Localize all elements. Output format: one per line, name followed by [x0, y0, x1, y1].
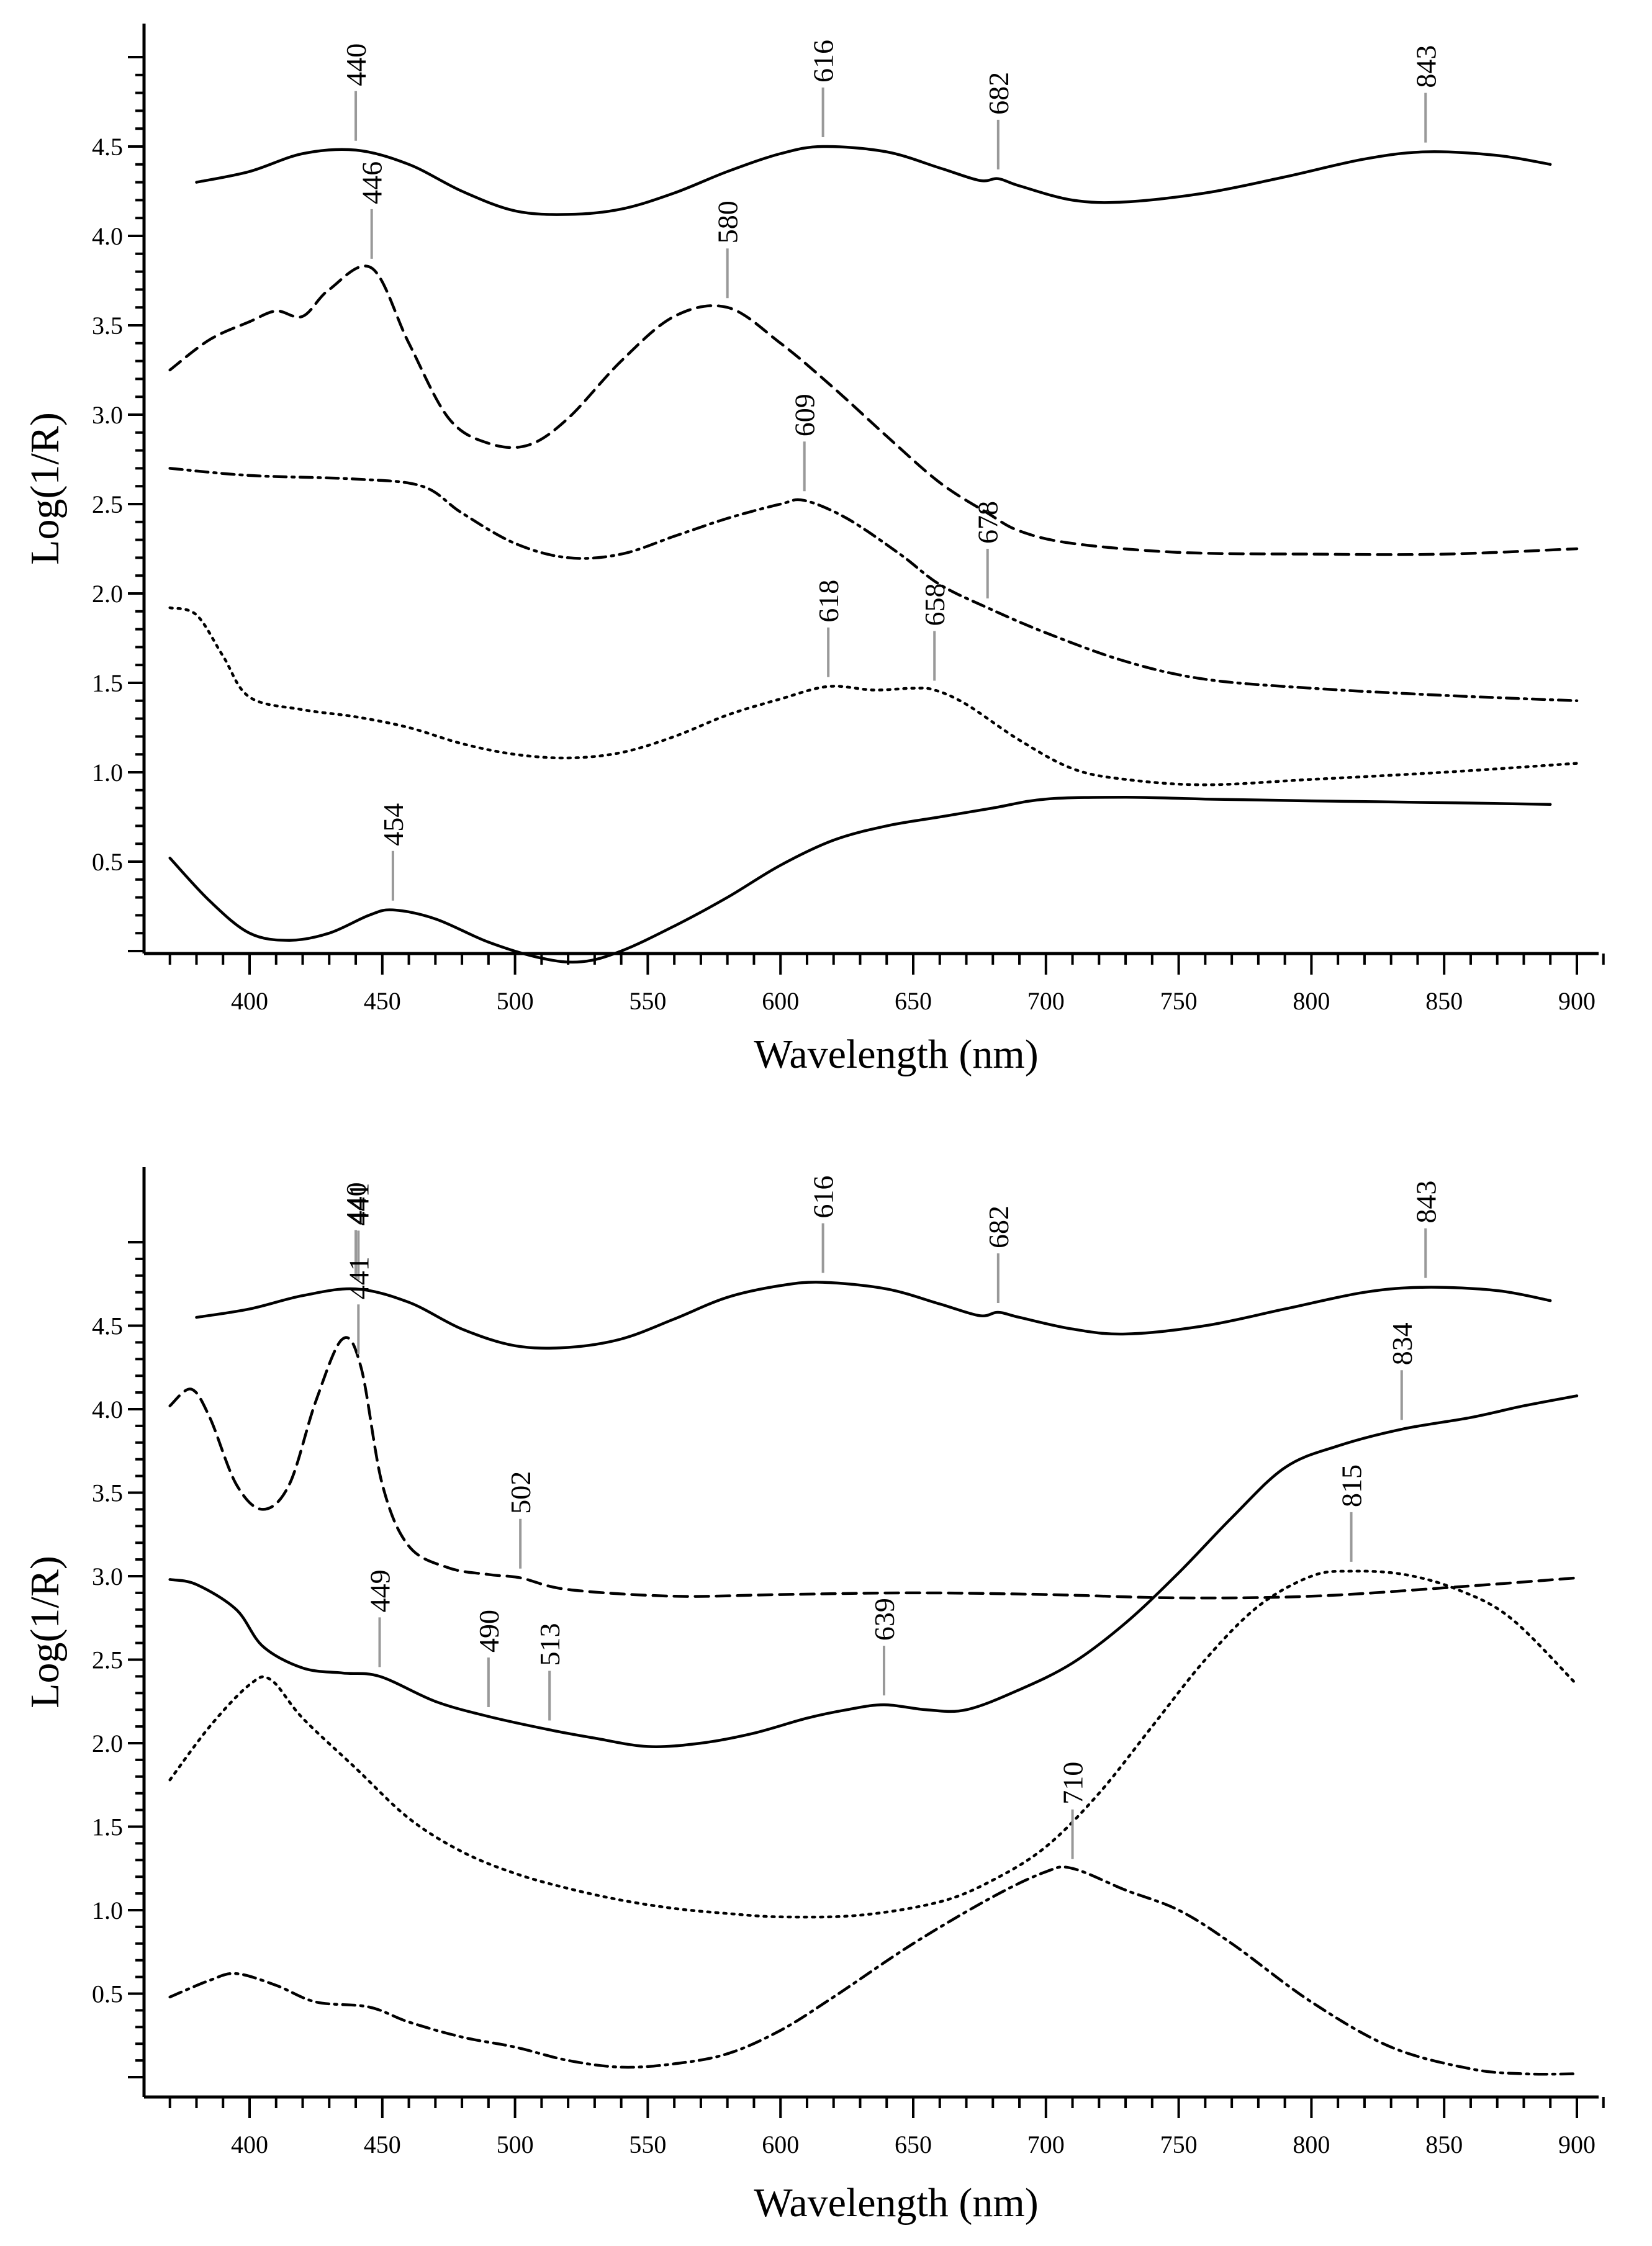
bottom-x-axis-title: Wavelength (nm) — [754, 2180, 1038, 2226]
chart-top: 400 450 500 550 600 650 700 750 800 850 900 0.5 1.0 1… — [22, 24, 1605, 1077]
bottom-peak-label: 490 — [473, 1610, 505, 1653]
bottom-peak-label: 441 — [343, 1183, 374, 1225]
bottom-x-tick-label: 900 — [1558, 2131, 1596, 2158]
bottom-x-tick-label: 600 — [762, 2131, 799, 2158]
bottom-y-tick-label: 3.5 — [92, 1479, 123, 1507]
top-y-axis-title: Log(1/R) — [22, 412, 68, 565]
top-series-3-line — [168, 467, 1579, 703]
top-x-tick-label: 750 — [1160, 987, 1198, 1015]
bottom-y-tick-label: 0.5 — [92, 1980, 123, 2008]
top-peak-label: 682 — [983, 72, 1014, 115]
bottom-series-2-line — [168, 1336, 1579, 1600]
bottom-series-3-line — [168, 1394, 1579, 1748]
bottom-series-1-line — [195, 1281, 1552, 1350]
bottom-y-tick-label: 4.0 — [92, 1396, 123, 1423]
top-x-tick-label: 400 — [231, 987, 268, 1015]
bottom-peak-label: 440 — [340, 1182, 372, 1225]
bottom-peak-label: 513 — [534, 1623, 566, 1666]
bottom-x-tick-label: 700 — [1027, 2131, 1065, 2158]
top-peak-label: 454 — [377, 803, 409, 846]
top-x-tick-label: 650 — [895, 987, 932, 1015]
bottom-x-tick-label: 750 — [1160, 2131, 1198, 2158]
bottom-y-tick-label: 4.5 — [92, 1312, 123, 1340]
bottom-y-tick-label: 1.0 — [92, 1896, 123, 1924]
bottom-x-tick-label: 500 — [497, 2131, 534, 2158]
top-y-tick-label: 1.0 — [92, 759, 123, 787]
top-x-axis-title: Wavelength (nm) — [754, 1032, 1038, 1077]
bottom-peak-label: 502 — [505, 1471, 536, 1514]
bottom-series-4-line — [168, 1569, 1579, 1919]
top-x-tick-label: 900 — [1558, 987, 1596, 1015]
bottom-series-5-line — [168, 1865, 1579, 2076]
bottom-y-tick-label: 1.5 — [92, 1813, 123, 1841]
bottom-peak-label: 441 — [343, 1256, 374, 1299]
bottom-peak-label: 639 — [869, 1598, 900, 1641]
top-peak-label: 843 — [1410, 45, 1442, 88]
top-y-tick-label: 4.5 — [92, 133, 123, 161]
top-y-tick-label: 4.0 — [92, 222, 123, 250]
top-series-1-line — [195, 145, 1552, 216]
top-peak-label: 609 — [789, 394, 821, 436]
top-peak-label: 678 — [972, 501, 1004, 544]
top-plot-content: 400 450 500 550 600 650 700 750 800 850 900 0.5 1.0 1… — [92, 24, 1605, 1015]
bottom-peak-label: 449 — [364, 1569, 396, 1612]
bottom-peak-label: 616 — [808, 1176, 839, 1219]
chart-bottom: 400 450 500 550 600 650 700 750 800 850 900 0.5 1.0 1… — [22, 1167, 1605, 2226]
bottom-peak-label: 834 — [1386, 1322, 1418, 1365]
top-x-tick-label: 450 — [364, 987, 401, 1015]
top-y-tick-label: 2.5 — [92, 490, 123, 518]
bottom-y-axis-title: Log(1/R) — [22, 1556, 68, 1708]
top-peak-label: 618 — [813, 580, 844, 623]
bottom-x-tick-label: 850 — [1425, 2131, 1463, 2158]
bottom-x-tick-label: 650 — [895, 2131, 932, 2158]
top-x-tick-label: 700 — [1027, 987, 1065, 1015]
top-peak-label: 440 — [340, 43, 372, 86]
top-peak-label: 580 — [712, 201, 744, 243]
bottom-peak-label: 682 — [983, 1206, 1014, 1248]
bottom-plot-content: 400 450 500 550 600 650 700 750 800 850 900 0.5 1.0 1… — [92, 1167, 1605, 2158]
top-y-tick-label: 1.5 — [92, 669, 123, 697]
bottom-peak-label: 710 — [1057, 1762, 1089, 1805]
top-x-tick-label: 500 — [497, 987, 534, 1015]
top-series-2-line — [168, 264, 1579, 556]
bottom-y-tick-label: 3.0 — [92, 1563, 123, 1590]
bottom-y-tick-label: 2.0 — [92, 1730, 123, 1757]
bottom-peak-label: 815 — [1336, 1464, 1368, 1507]
top-series-4-line — [168, 606, 1579, 787]
top-series-5-line — [168, 796, 1552, 964]
bottom-y-tick-label: 2.5 — [92, 1646, 123, 1674]
bottom-x-tick-label: 550 — [629, 2131, 666, 2158]
top-y-tick-label: 3.0 — [92, 401, 123, 429]
bottom-x-tick-label: 400 — [231, 2131, 268, 2158]
top-x-tick-label: 600 — [762, 987, 799, 1015]
top-peak-label: 446 — [356, 161, 388, 204]
top-y-tick-label: 0.5 — [92, 848, 123, 876]
top-x-tick-label: 550 — [629, 987, 666, 1015]
top-x-tick-label: 850 — [1425, 987, 1463, 1015]
top-y-tick-label: 3.5 — [92, 312, 123, 340]
top-y-tick-label: 2.0 — [92, 580, 123, 608]
top-peak-label: 658 — [919, 584, 950, 626]
bottom-peak-label: 843 — [1410, 1181, 1442, 1224]
top-peak-label: 616 — [808, 40, 839, 83]
bottom-x-tick-label: 450 — [364, 2131, 401, 2158]
top-x-tick-label: 800 — [1293, 987, 1330, 1015]
bottom-x-tick-label: 800 — [1293, 2131, 1330, 2158]
